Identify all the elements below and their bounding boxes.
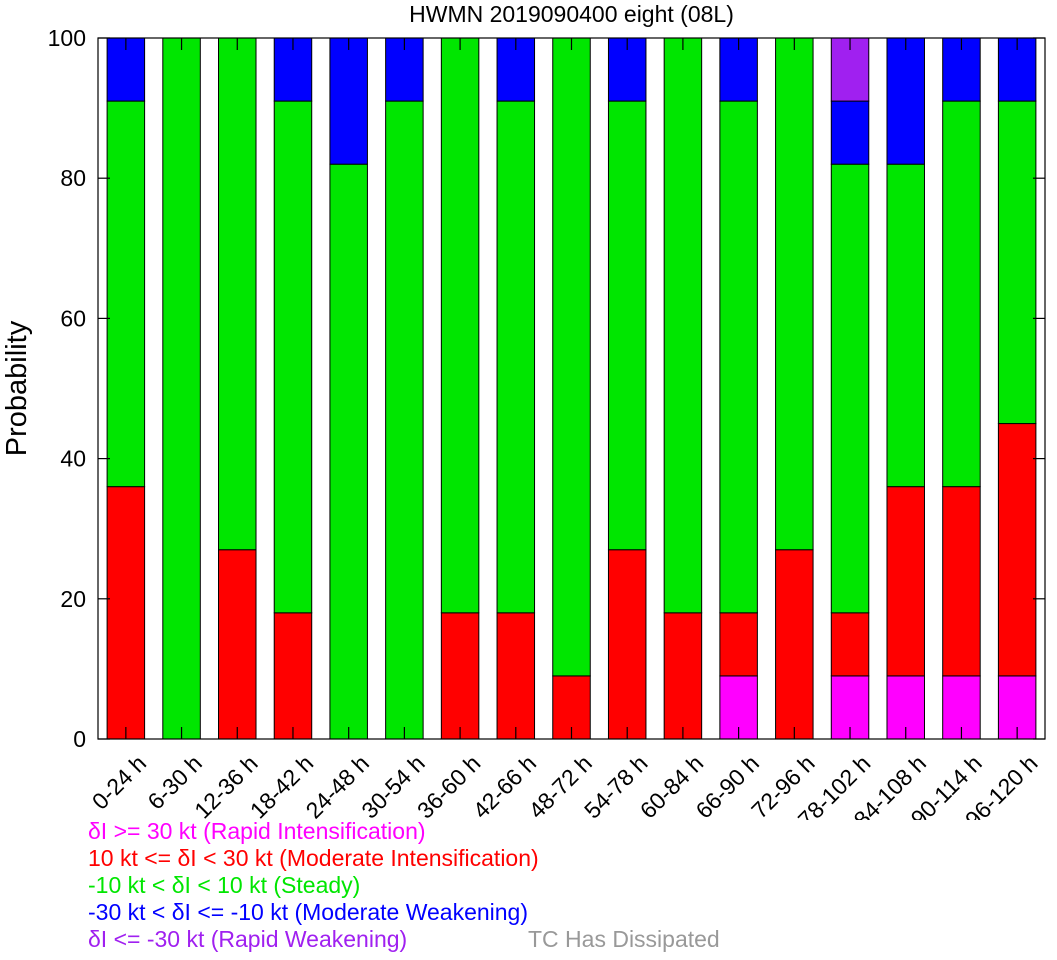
bar-segment-9-2 — [607, 100, 647, 551]
y-tick-label: 20 — [60, 586, 86, 612]
bar-segment-13-2 — [830, 163, 870, 614]
bar-segment-13-3 — [830, 100, 870, 165]
y-tick-label: 60 — [60, 305, 86, 331]
bar-segment-13-1 — [830, 612, 870, 677]
bar-segment-15-2 — [942, 100, 981, 488]
bar-segment-14-1 — [886, 486, 925, 677]
bar-segment-10-2 — [663, 37, 703, 614]
bar-segment-0-2 — [106, 100, 146, 488]
legend-entry-rapid-weakening: δI <= -30 kt (Rapid Weakening) — [88, 926, 408, 952]
bar-segment-1-2 — [162, 37, 201, 740]
y-tick-label: 0 — [73, 726, 86, 752]
bar-segment-5-2 — [385, 100, 424, 740]
bar-segment-11-1 — [719, 612, 758, 677]
bar-segment-7-3 — [496, 37, 536, 102]
bar-segment-6-1 — [440, 612, 480, 740]
bar-segment-10-1 — [663, 612, 703, 740]
bar-segment-15-3 — [942, 37, 981, 102]
stacked-bar-chart: HWMN 2019090400 eight (08L) 0 20 40 60 80 100 0… — [1, 1, 1046, 820]
legend: δI >= 30 kt (Rapid Intensification) 10 k… — [88, 818, 539, 953]
legend-entry-moderate-weakening: -30 kt < δI <= -10 kt (Moderate Weakenin… — [88, 899, 529, 925]
bar-segment-12-2 — [775, 37, 814, 551]
bar-segment-0-1 — [106, 486, 146, 740]
y-tick-label: 40 — [60, 446, 86, 472]
bar-segment-3-1 — [273, 612, 313, 740]
x-tick-label: 0-24 h — [87, 750, 152, 815]
bar-segment-6-2 — [440, 37, 480, 614]
bar-segment-16-2 — [997, 100, 1037, 425]
bar-segment-14-3 — [886, 37, 925, 165]
y-axis-label: Probability — [1, 320, 33, 456]
y-tick-label: 80 — [60, 165, 86, 191]
bar-segment-8-2 — [552, 37, 591, 677]
bar-segment-3-2 — [273, 100, 313, 614]
bar-segment-9-1 — [607, 549, 647, 740]
legend-entry-rapid-intensification: δI >= 30 kt (Rapid Intensification) — [88, 818, 426, 844]
legend-entry-dissipated: TC Has Dissipated — [528, 926, 720, 952]
chart-title: HWMN 2019090400 eight (08L) — [409, 1, 734, 27]
bar-segment-12-1 — [775, 549, 814, 740]
bar-segment-16-1 — [997, 423, 1037, 677]
bar-segment-2-2 — [218, 37, 257, 551]
legend-entry-moderate-intensification: 10 kt <= δI < 30 kt (Moderate Intensific… — [88, 845, 539, 871]
legend-entry-steady: -10 kt < δI < 10 kt (Steady) — [88, 872, 361, 898]
bar-segment-4-2 — [329, 163, 368, 740]
bar-segment-7-2 — [496, 100, 536, 614]
bar-segment-7-1 — [496, 612, 536, 740]
bar-segment-15-1 — [942, 486, 981, 677]
bar-segment-2-1 — [218, 549, 257, 740]
bar-segment-4-3 — [329, 37, 368, 165]
bar-segment-14-2 — [886, 163, 925, 488]
y-tick-label: 100 — [48, 25, 86, 51]
bar-segment-11-2 — [719, 100, 758, 614]
